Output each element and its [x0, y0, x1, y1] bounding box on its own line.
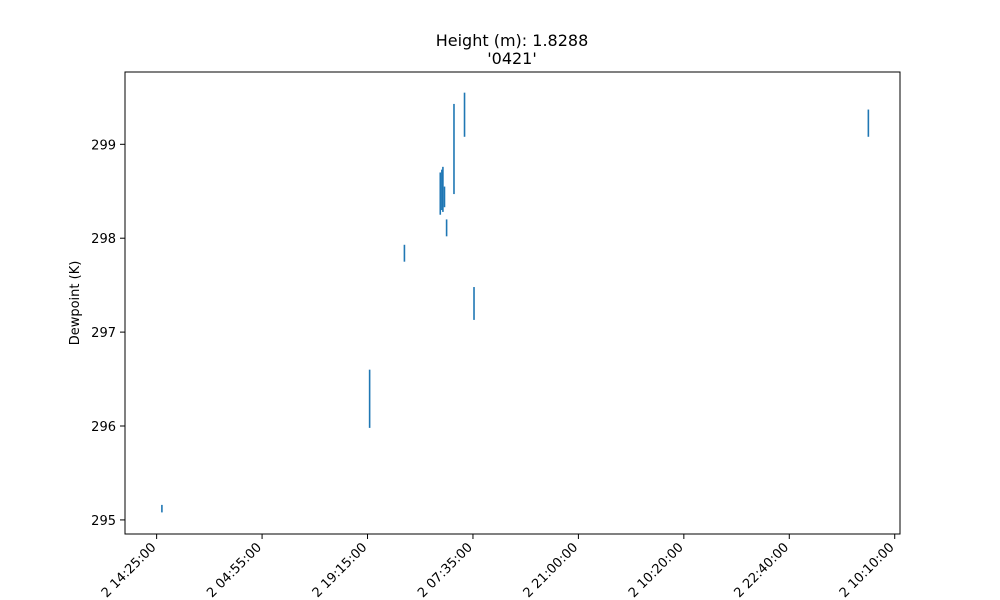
x-tick-label: 2 21:00:00	[521, 540, 582, 600]
x-tick-label: 2 10:10:00	[837, 540, 898, 600]
x-tick-label: 2 10:20:00	[626, 540, 687, 600]
x-tick-label: 2 22:40:00	[731, 540, 792, 600]
y-tick-label: 295	[91, 514, 116, 529]
plot-frame	[124, 71, 901, 535]
y-tick-label: 297	[91, 326, 116, 341]
y-tick-label: 298	[91, 232, 116, 247]
x-tick-label: 2 19:15:00	[310, 540, 371, 600]
plot-area: 295 296 297 298 299 2 14:25:00 2 04:55:00 2 19:…	[91, 92, 898, 600]
x-tick-label: 2 07:35:00	[415, 540, 476, 600]
chart-title: Height (m): 1.8288	[436, 31, 589, 50]
x-tick-label: 2 04:55:00	[204, 540, 265, 600]
x-tick-label: 2 14:25:00	[99, 540, 160, 600]
y-axis-label: Dewpoint (K)	[68, 261, 83, 346]
chart-subtitle: '0421'	[487, 49, 537, 68]
y-tick-label: 296	[91, 420, 116, 435]
y-tick-label: 299	[91, 138, 116, 153]
